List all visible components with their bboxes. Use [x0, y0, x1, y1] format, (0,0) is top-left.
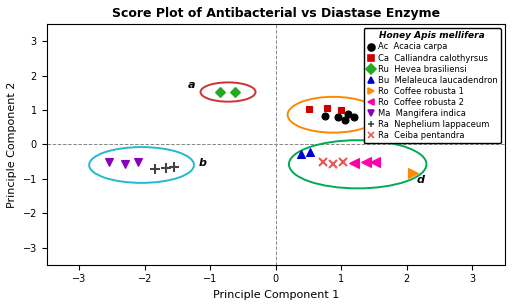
Text: d: d: [417, 175, 424, 185]
Y-axis label: Principle Component 2: Principle Component 2: [7, 81, 17, 208]
Text: a: a: [187, 80, 195, 90]
X-axis label: Principle Component 1: Principle Component 1: [212, 290, 339, 300]
Title: Score Plot of Antibacterial vs Diastase Enzyme: Score Plot of Antibacterial vs Diastase …: [112, 7, 440, 20]
Legend: Ac  Acacia carpa, Ca  Calliandra calothyrsus, Ru  Hevea brasiliensi, Bu  Melaleu: Ac Acacia carpa, Ca Calliandra calothyrs…: [364, 28, 501, 143]
Text: c: c: [382, 105, 389, 115]
Text: b: b: [199, 158, 206, 168]
